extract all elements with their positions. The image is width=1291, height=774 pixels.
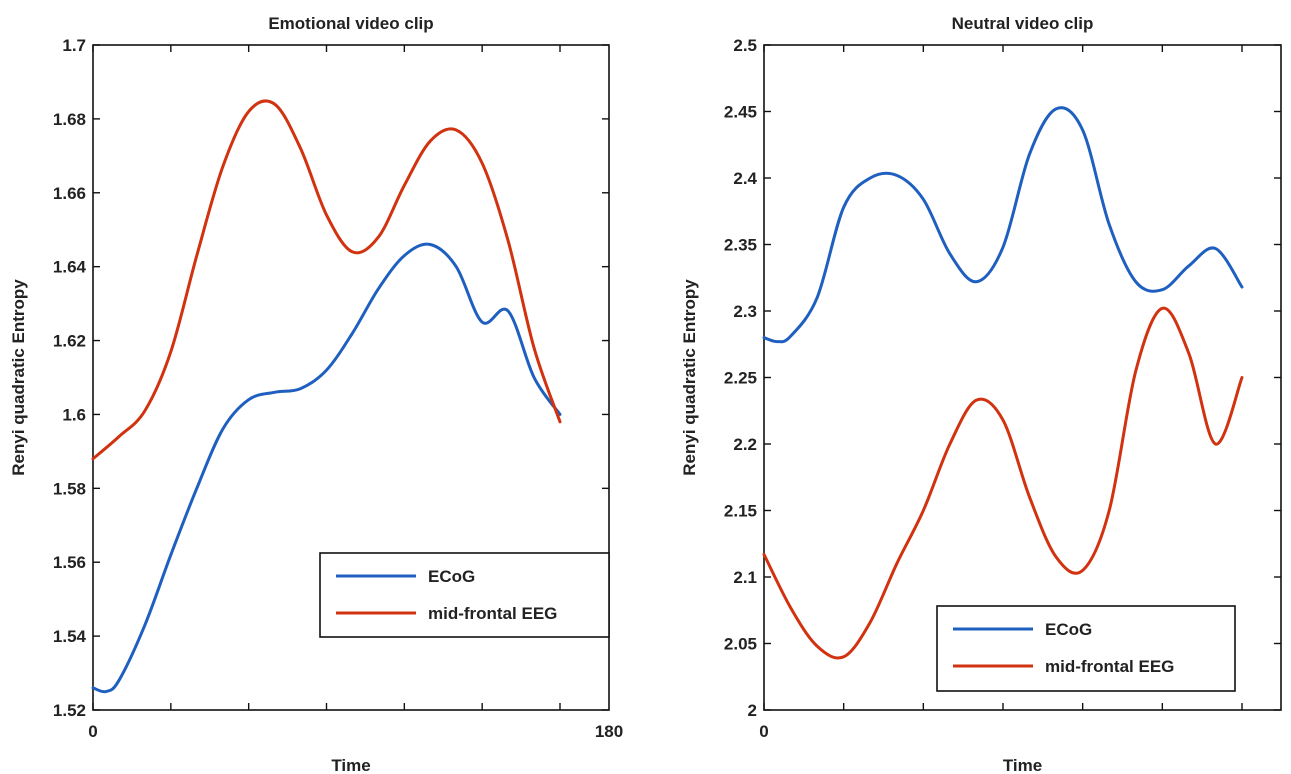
emotional-y-axis-label: Renyi quadratic Entropy — [9, 279, 28, 476]
neutral-ytick-label: 2.1 — [733, 568, 757, 587]
emotional-ytick-label: 1.7 — [62, 36, 86, 55]
emotional-legend-box — [319, 552, 610, 638]
emotional-series-mid-frontal-eeg-line — [91, 99, 562, 461]
emotional-ytick-label: 1.54 — [53, 627, 87, 646]
emotional-legend-label-ecog: ECoG — [428, 567, 475, 586]
neutral-chart-title: Neutral video clip — [952, 14, 1094, 33]
neutral-ytick-label: 2 — [748, 701, 757, 720]
neutral-series-ecog-line — [762, 106, 1244, 344]
emotional-ytick-label: 1.52 — [53, 701, 86, 720]
neutral-legend-label-mid-frontal-eeg: mid-frontal EEG — [1045, 657, 1174, 676]
emotional-series-ecog-line — [91, 242, 562, 694]
neutral-ytick-label: 2.05 — [724, 635, 757, 654]
neutral-ytick-label: 2.5 — [733, 36, 757, 55]
neutral-y-axis-label: Renyi quadratic Entropy — [680, 279, 699, 476]
emotional-chart-title: Emotional video clip — [268, 14, 433, 33]
neutral-xtick-label: 0 — [759, 722, 768, 741]
neutral-legend-box — [936, 605, 1236, 692]
neutral-ytick-label: 2.3 — [733, 302, 757, 321]
neutral-ytick-label: 2.45 — [724, 103, 757, 122]
emotional-ytick-label: 1.56 — [53, 553, 86, 572]
emotional-ytick-label: 1.64 — [53, 258, 87, 277]
neutral-ytick-label: 2.25 — [724, 369, 757, 388]
neutral-series-mid-frontal-eeg-line — [762, 306, 1244, 660]
emotional-ytick-label: 1.66 — [53, 184, 86, 203]
neutral-legend-label-ecog: ECoG — [1045, 620, 1092, 639]
neutral-ytick-label: 2.2 — [733, 435, 757, 454]
neutral-ytick-label: 2.15 — [724, 502, 757, 521]
emotional-xtick-label: 180 — [595, 722, 623, 741]
emotional-legend-label-mid-frontal-eeg: mid-frontal EEG — [428, 604, 557, 623]
emotional-chart-panel: 1.52 1.54 1.56 1.58 1.6 1.62 1.64 1.66 1.68 1.7 0 1… — [9, 14, 623, 774]
emotional-ytick-label: 1.6 — [62, 405, 86, 424]
emotional-ytick-label: 1.68 — [53, 110, 86, 129]
emotional-ytick-label: 1.62 — [53, 332, 86, 351]
emotional-xtick-label: 0 — [88, 722, 97, 741]
neutral-ytick-label: 2.35 — [724, 236, 757, 255]
emotional-ytick-label: 1.58 — [53, 479, 86, 498]
emotional-x-axis-label: Time — [331, 756, 370, 774]
neutral-ytick-label: 2.4 — [733, 169, 757, 188]
neutral-chart-panel: 2 2.05 2.1 2.15 2.2 2.25 2.3 2.35 2.4 2.45 2.5 0 Neu… — [680, 14, 1282, 774]
neutral-x-axis-label: Time — [1003, 756, 1042, 774]
